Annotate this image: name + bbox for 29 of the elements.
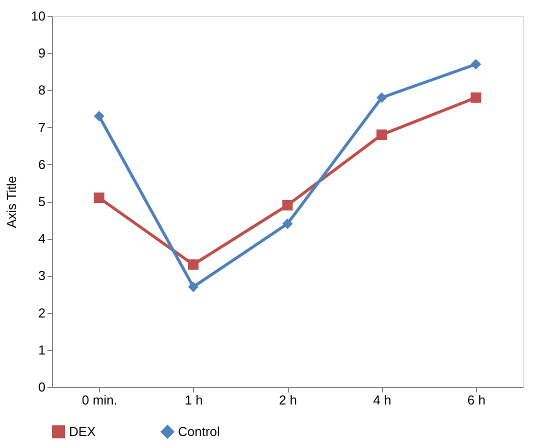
y-tick-label: 10 — [31, 8, 46, 24]
legend-label: DEX — [69, 424, 96, 439]
x-tick-label: 2 h — [278, 392, 298, 408]
y-tick-label: 5 — [38, 194, 46, 209]
y-tick-label: 9 — [38, 46, 46, 61]
point — [470, 58, 482, 70]
x-tick-label: 0 min. — [82, 392, 118, 408]
y-tick-label: 2 — [38, 305, 46, 320]
y-axis-title: Axis Title — [4, 176, 20, 228]
y-tick-label: 1 — [38, 342, 46, 358]
y-tick-label: 3 — [38, 268, 46, 284]
point — [94, 192, 104, 204]
point — [376, 129, 387, 140]
point — [282, 200, 293, 210]
point — [376, 92, 387, 103]
y-tick-label: 6 — [38, 156, 46, 172]
point — [188, 259, 199, 270]
x-tick-label: 6 h — [467, 392, 486, 408]
x-tick-label: 4 h — [373, 392, 392, 408]
legend-label: Control — [178, 424, 220, 439]
point — [94, 110, 104, 122]
point — [188, 282, 199, 292]
point — [470, 92, 482, 103]
y-tick-label: 7 — [38, 120, 46, 135]
x-tick-label: 1 h — [184, 392, 203, 408]
point — [282, 218, 293, 230]
y-tick-label: 0 — [38, 380, 46, 394]
y-tick-label: 8 — [38, 82, 46, 98]
y-tick-label: 4 — [38, 231, 46, 246]
